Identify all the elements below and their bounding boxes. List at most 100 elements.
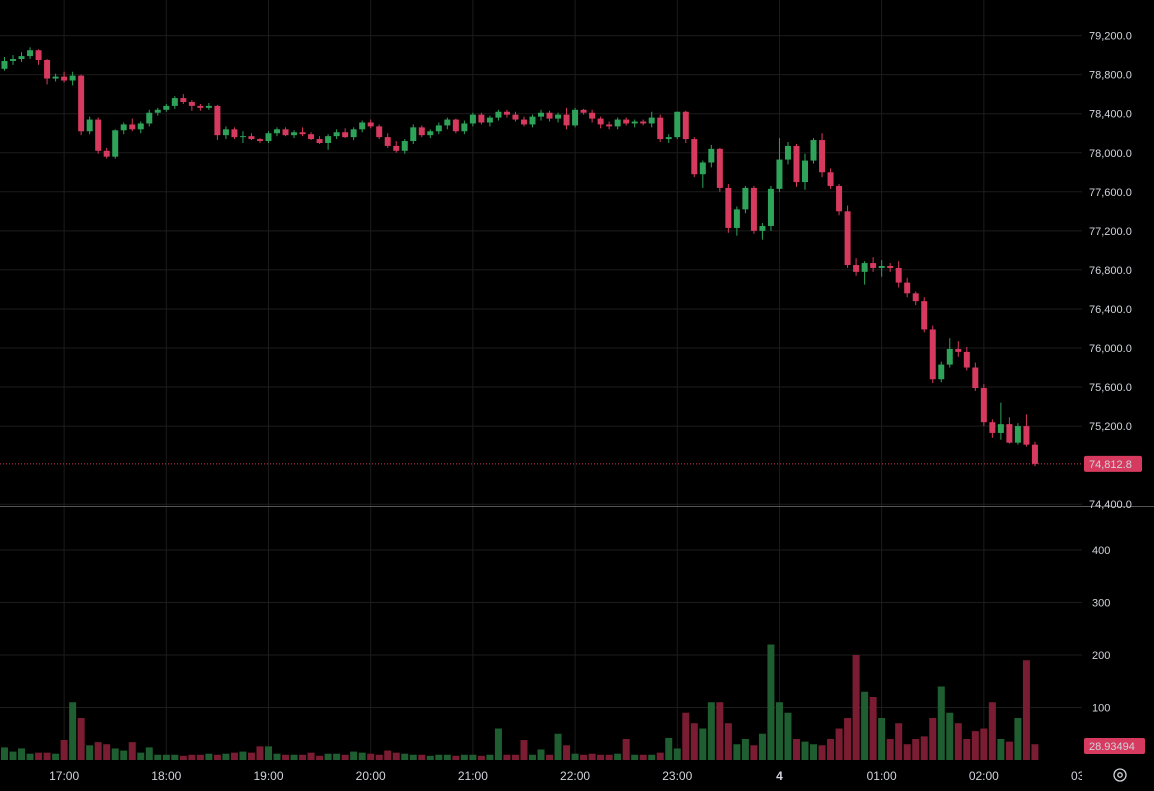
volume-bar xyxy=(580,754,588,760)
candle-body xyxy=(231,129,238,138)
chart-settings-button[interactable] xyxy=(1108,764,1132,786)
candle xyxy=(802,153,809,190)
candle xyxy=(674,111,681,140)
price-tick-label: 75,600.0 xyxy=(1089,382,1132,394)
candle xyxy=(256,138,263,143)
volume-bar xyxy=(460,754,468,760)
volume-axis[interactable]: 400 300 200 100 xyxy=(1092,545,1110,715)
volume-bar xyxy=(835,728,843,760)
volume-bar xyxy=(971,731,979,760)
candle-body xyxy=(784,145,791,160)
candle xyxy=(529,114,536,128)
candle-body xyxy=(555,114,562,119)
candle-body xyxy=(759,225,766,231)
volume-bar xyxy=(264,746,272,760)
candle xyxy=(512,111,519,122)
volume-bar xyxy=(154,754,162,760)
volume-bar xyxy=(639,754,647,760)
volume-bar xyxy=(256,746,264,760)
volume-bar xyxy=(784,712,792,760)
candle xyxy=(61,71,68,83)
price-tick-label: 75,200.0 xyxy=(1089,421,1132,433)
candle xyxy=(18,52,25,62)
candle xyxy=(27,47,34,60)
candle xyxy=(86,116,93,135)
candle xyxy=(461,120,468,135)
volume-tick-label: 300 xyxy=(1092,598,1110,610)
candle xyxy=(725,183,732,233)
candle xyxy=(274,127,281,137)
candle-body xyxy=(274,129,281,134)
volume-bar xyxy=(631,754,639,760)
candle xyxy=(350,127,357,141)
candle xyxy=(52,73,59,82)
candle-body xyxy=(265,133,272,142)
volume-bar xyxy=(26,753,34,760)
volume-bar xyxy=(392,752,400,760)
candle-body xyxy=(146,112,153,124)
candle-body xyxy=(589,112,596,119)
candle xyxy=(282,127,289,137)
candle xyxy=(222,126,229,140)
candle xyxy=(921,297,928,333)
volume-bar xyxy=(452,755,460,760)
time-tick-label: 21:00 xyxy=(458,769,488,783)
time-tick-label: 02:00 xyxy=(969,769,999,783)
candle xyxy=(665,134,672,143)
candle-body xyxy=(963,351,970,368)
candle xyxy=(342,128,349,139)
candle xyxy=(887,263,894,272)
candle-body xyxy=(291,132,298,136)
candle-body xyxy=(376,126,383,138)
candle xyxy=(231,127,238,140)
candle xyxy=(486,115,493,127)
candle xyxy=(129,118,136,132)
candle-body xyxy=(393,145,400,151)
candle-body xyxy=(86,119,93,132)
candle-body xyxy=(1006,424,1013,443)
volume-bar xyxy=(699,728,707,760)
candle-body xyxy=(750,187,757,231)
candle xyxy=(1014,423,1021,445)
time-tick-label: 22:00 xyxy=(560,769,590,783)
volume-bar xyxy=(9,751,17,760)
volume-bar xyxy=(477,755,485,760)
candle-body xyxy=(180,98,187,102)
volume-bar xyxy=(247,752,255,760)
time-tick-label: 4 xyxy=(776,769,783,783)
time-axis[interactable]: 17:00 18:00 19:00 20:00 21:00 22:00 23:00 4 01:0… xyxy=(49,769,1101,783)
candle-body xyxy=(112,130,119,157)
candle xyxy=(384,133,391,148)
candle xyxy=(239,131,246,143)
volume-bar xyxy=(333,753,341,760)
volume-tick-label: 100 xyxy=(1092,703,1110,715)
volume-bar xyxy=(733,744,741,760)
candle-body xyxy=(427,131,434,136)
candle-body xyxy=(520,119,527,125)
candle xyxy=(938,361,945,383)
time-tick-label: 17:00 xyxy=(49,769,79,783)
candle xyxy=(691,137,698,178)
price-axis[interactable]: 79,200.0 78,800.0 78,400.0 78,000.0 77,600.0… xyxy=(1089,31,1132,512)
volume-bar xyxy=(103,744,111,760)
candle xyxy=(44,59,51,85)
candle xyxy=(657,114,664,143)
candle-body xyxy=(776,159,783,189)
candle xyxy=(589,109,596,123)
candle-body xyxy=(435,125,442,132)
candle xyxy=(503,109,510,118)
candle-body xyxy=(299,132,306,135)
volume-bar xyxy=(128,742,136,760)
volume-bar xyxy=(358,752,366,760)
volume-bar xyxy=(18,748,26,760)
volume-bar xyxy=(520,740,528,760)
candle-body xyxy=(163,105,170,110)
candle-body xyxy=(367,122,374,127)
candle-body xyxy=(239,136,246,138)
candle-body xyxy=(708,148,715,163)
last-volume-badge: 28.93494 xyxy=(1084,738,1145,754)
price-tick-label: 74,400.0 xyxy=(1089,499,1132,511)
volume-bar xyxy=(861,691,869,760)
